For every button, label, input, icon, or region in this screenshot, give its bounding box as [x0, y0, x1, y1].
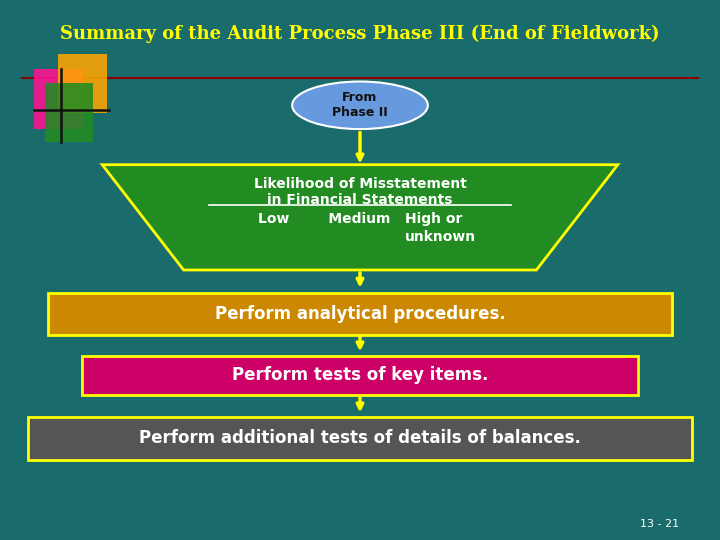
Text: 13 - 21: 13 - 21 — [639, 519, 679, 529]
Text: From
Phase II: From Phase II — [332, 91, 388, 119]
Ellipse shape — [292, 82, 428, 129]
FancyBboxPatch shape — [82, 356, 638, 395]
FancyBboxPatch shape — [45, 83, 94, 142]
FancyBboxPatch shape — [48, 293, 672, 335]
Text: Perform analytical procedures.: Perform analytical procedures. — [215, 305, 505, 323]
Text: unknown: unknown — [405, 230, 476, 244]
FancyBboxPatch shape — [58, 54, 107, 113]
Text: Low        Medium   High or: Low Medium High or — [258, 212, 462, 226]
Text: Likelihood of Misstatement: Likelihood of Misstatement — [253, 177, 467, 191]
FancyBboxPatch shape — [35, 69, 84, 129]
Polygon shape — [102, 165, 618, 270]
FancyBboxPatch shape — [27, 417, 693, 460]
Text: Perform tests of key items.: Perform tests of key items. — [232, 366, 488, 384]
Text: in Financial Statements: in Financial Statements — [267, 193, 453, 207]
Text: Summary of the Audit Process Phase III (End of Fieldwork): Summary of the Audit Process Phase III (… — [60, 24, 660, 43]
Text: Perform additional tests of details of balances.: Perform additional tests of details of b… — [139, 429, 581, 448]
